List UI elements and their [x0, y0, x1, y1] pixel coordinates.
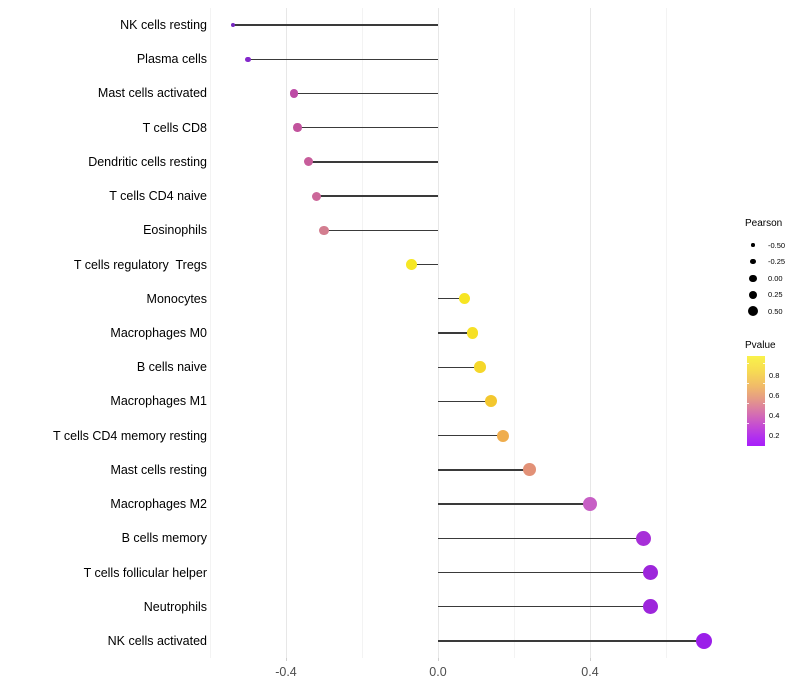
lollipop-dot — [695, 632, 713, 650]
lollipop-dot — [485, 395, 498, 408]
lollipop-dot — [311, 191, 321, 201]
pearson-legend-label: 0.25 — [768, 290, 783, 300]
pvalue-color-legend: Pvalue 0.8 0.6 0.4 0.2 — [745, 340, 800, 446]
lollipop-dot — [466, 327, 478, 339]
lollipop-dot — [293, 123, 302, 132]
pearson-legend-label: 0.00 — [768, 273, 783, 283]
pvalue-colorbar — [746, 356, 766, 446]
lollipop-stem — [297, 126, 438, 129]
lollipop-stem — [438, 571, 651, 574]
x-axis-tick — [438, 658, 439, 661]
pvalue-colorbar-tick — [763, 423, 766, 424]
pvalue-colorbar-label: 0.2 — [769, 430, 780, 440]
y-axis-label: T cells follicular helper — [83, 565, 207, 580]
x-axis-tick — [590, 658, 591, 661]
y-axis-label: Macrophages M2 — [110, 497, 207, 512]
y-axis-label: T cells CD4 memory resting — [53, 428, 207, 443]
lollipop-stem — [232, 24, 438, 26]
pearson-legend-label: -0.50 — [768, 240, 786, 250]
lollipop-dot — [643, 599, 659, 615]
gridline-major — [286, 8, 287, 658]
pvalue-colorbar-tick — [763, 383, 766, 384]
lollipop-dot — [406, 259, 417, 270]
lollipop-dot — [245, 56, 251, 62]
lollipop-stem — [438, 537, 644, 539]
pvalue-legend-title: Pvalue — [745, 340, 776, 351]
lollipop-dot — [474, 361, 486, 373]
lollipop-stem — [438, 640, 704, 642]
pvalue-colorbar-tick — [746, 403, 749, 404]
y-axis-label: Dendritic cells resting — [88, 154, 207, 169]
gridline-major — [590, 8, 591, 658]
y-axis-label: T cells CD8 — [142, 120, 207, 135]
lollipop-dot — [459, 293, 471, 305]
pvalue-colorbar-label: 0.8 — [769, 370, 780, 380]
y-axis-label: Macrophages M0 — [110, 325, 207, 340]
y-axis-label: Macrophages M1 — [110, 394, 207, 409]
lollipop-stem — [438, 332, 473, 334]
pvalue-colorbar-tick — [763, 403, 766, 404]
y-axis-label: Mast cells resting — [110, 462, 207, 477]
y-axis-label: B cells naive — [136, 360, 207, 375]
lollipop-dot — [643, 564, 659, 581]
y-axis-label: Mast cells activated — [97, 86, 207, 101]
x-axis-tick-label: 0.4 — [581, 665, 599, 679]
pearson-legend-label: -0.25 — [768, 257, 786, 267]
pvalue-colorbar-label: 0.6 — [769, 390, 780, 400]
y-axis-label: Monocytes — [146, 291, 207, 306]
lollipop-stem — [293, 92, 438, 95]
y-axis-label: NK cells resting — [120, 18, 207, 32]
pvalue-colorbar-tick — [746, 423, 749, 424]
x-axis-tick-label: -0.4 — [275, 665, 297, 679]
pearson-legend-dot — [750, 258, 756, 265]
pvalue-colorbar-tick — [746, 363, 749, 364]
lollipop-dot — [522, 463, 536, 477]
pvalue-colorbar-tick — [763, 363, 766, 364]
lollipop-stem — [438, 469, 530, 471]
lollipop-dot — [289, 89, 298, 98]
pearson-legend-title: Pearson — [745, 218, 783, 229]
y-axis-label: B cells memory — [121, 531, 207, 546]
lollipop-dot — [583, 497, 597, 512]
pearson-legend-label: 0.50 — [768, 306, 783, 316]
pearson-legend-dot — [749, 274, 757, 282]
pearson-legend-dot — [748, 290, 758, 300]
lollipop-stem — [324, 229, 438, 231]
lollipop-dot — [319, 225, 329, 236]
lollipop-dot — [635, 530, 651, 546]
lollipop-stem — [438, 366, 480, 368]
lollipop-dot — [496, 429, 509, 442]
pvalue-colorbar-label: 0.4 — [769, 410, 780, 420]
x-axis-tick — [286, 658, 287, 661]
y-axis-label: Neutrophils — [143, 599, 207, 614]
y-axis-label: T cells CD4 naive — [109, 189, 207, 204]
pearson-legend-dot — [748, 306, 758, 317]
pearson-legend-dot — [751, 243, 755, 247]
lollipop-stem — [438, 503, 590, 505]
y-axis-label: T cells regulatory Tregs — [73, 257, 207, 272]
pvalue-colorbar-tick — [746, 383, 749, 384]
lollipop-stem — [438, 400, 492, 403]
lollipop-stem — [248, 58, 438, 60]
gridline-minor — [666, 8, 667, 658]
lollipop-dot — [230, 23, 235, 27]
lollipop-dot — [304, 157, 314, 167]
gridline-minor — [514, 8, 515, 658]
lollipop-stem — [438, 434, 503, 437]
gridline-minor — [210, 8, 211, 658]
y-axis-label: Plasma cells — [136, 52, 207, 67]
lollipop-stem — [438, 606, 651, 608]
lollipop-stem — [316, 195, 438, 197]
y-axis-label: NK cells activated — [107, 633, 207, 648]
lollipop-stem — [308, 161, 438, 163]
y-axis-label: Eosinophils — [143, 223, 207, 238]
x-axis-tick-label: 0.0 — [429, 665, 447, 679]
gridline-minor — [362, 8, 363, 658]
lollipop-stem — [411, 263, 438, 266]
pearson-size-legend: Pearson -0.50 -0.25 0.00 0.25 0.50 — [745, 218, 800, 317]
lollipop-stem — [438, 298, 465, 300]
